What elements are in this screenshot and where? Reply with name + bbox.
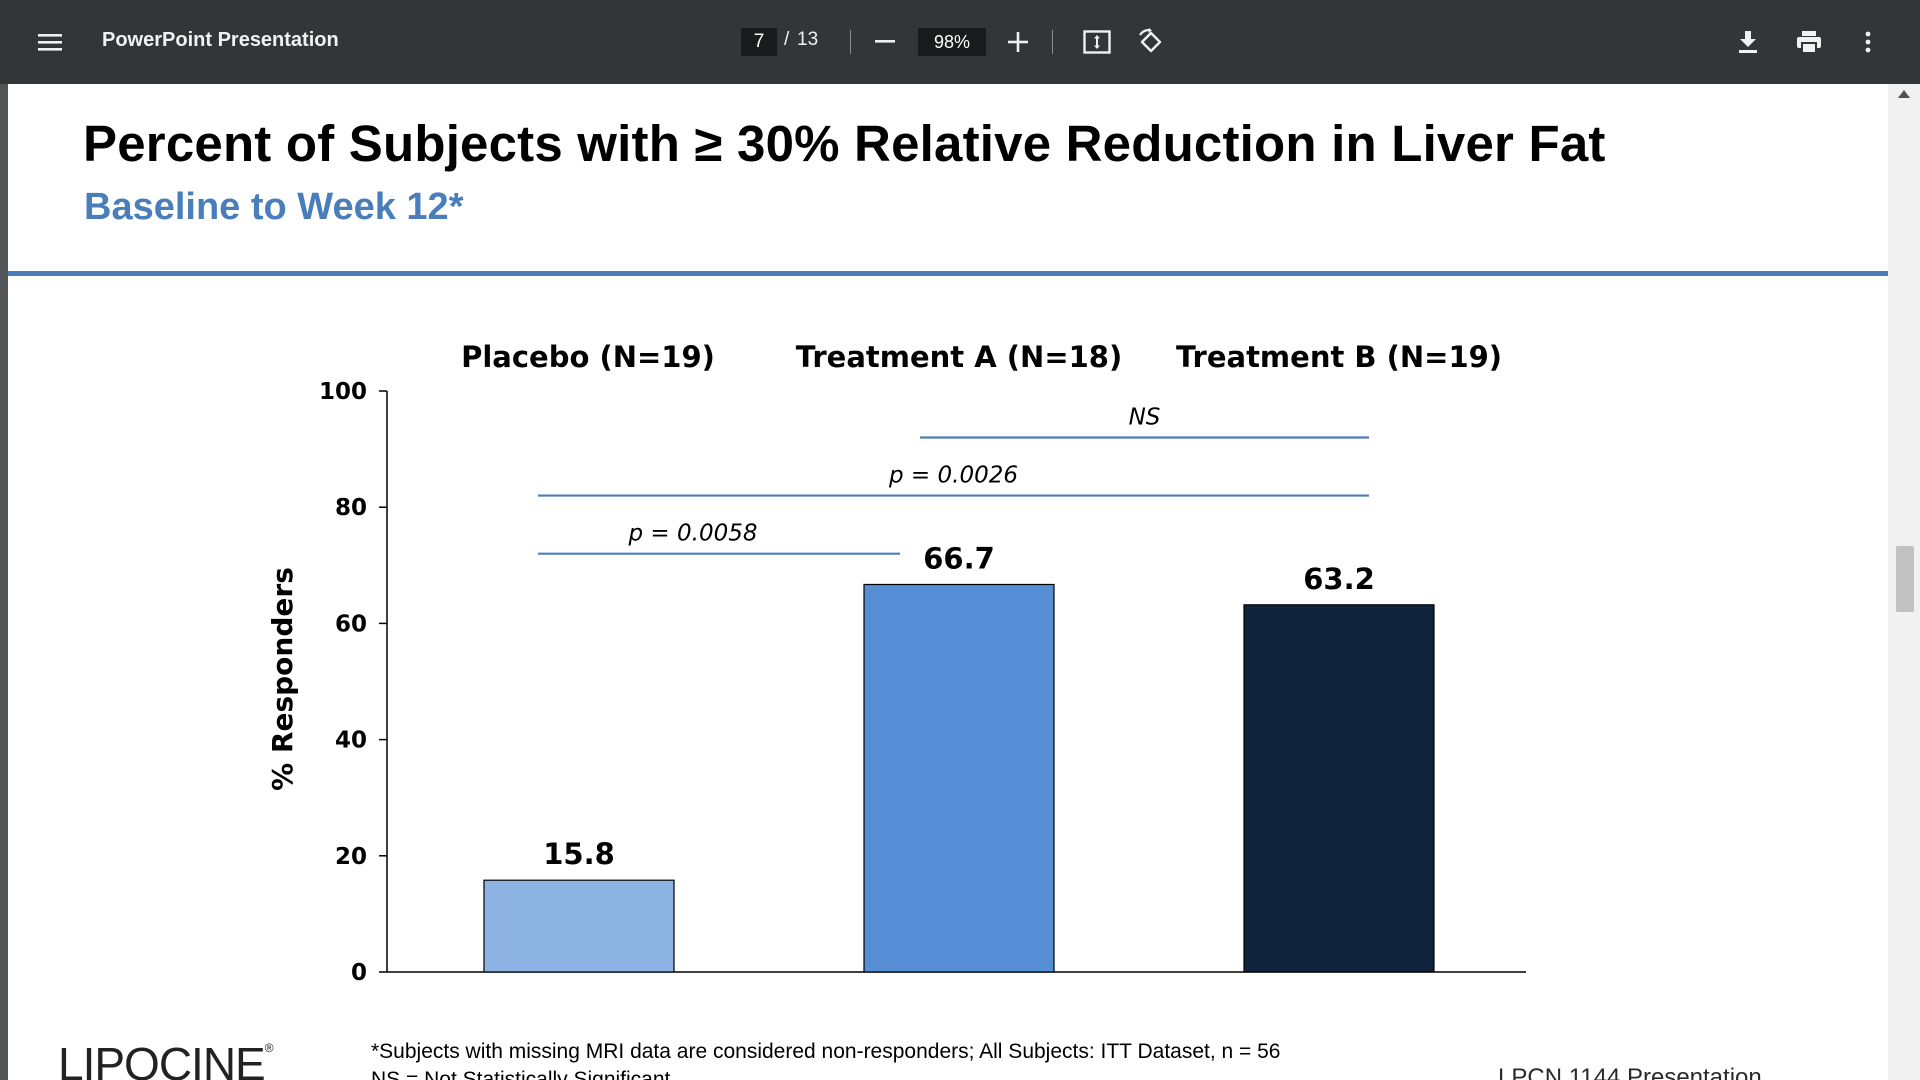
rotate-button[interactable]	[1131, 22, 1171, 62]
fit-page-icon	[1083, 30, 1111, 54]
more-options-button[interactable]	[1848, 22, 1888, 62]
footnote: *Subjects with missing MRI data are cons…	[371, 1040, 1281, 1063]
y-tick-label: 100	[319, 379, 367, 405]
download-icon	[1739, 31, 1757, 53]
y-tick-label: 40	[335, 728, 367, 754]
bar-value-label: 63.2	[1303, 562, 1375, 596]
y-tick-label: 0	[351, 960, 367, 986]
slide-title: Percent of Subjects with ≥ 30% Relative …	[83, 115, 1606, 172]
company-logo: LIPOCINE®	[58, 1037, 274, 1080]
significance-label: NS	[1129, 404, 1161, 430]
download-button[interactable]	[1728, 22, 1768, 62]
zoom-input[interactable]: 98%	[918, 28, 986, 56]
bar-value-label: 66.7	[923, 541, 995, 575]
bar-2	[863, 583, 1055, 973]
menu-button[interactable]	[30, 22, 70, 62]
header-divider	[8, 271, 1888, 276]
document-title: PowerPoint Presentation	[102, 29, 339, 51]
menu-icon	[38, 34, 62, 51]
page-number-input[interactable]: 7	[741, 28, 777, 56]
scroll-thumb[interactable]	[1896, 546, 1914, 612]
category-label: Treatment A (N=18)	[796, 340, 1122, 374]
pdf-viewer: Percent of Subjects with ≥ 30% Relative …	[0, 84, 1920, 1080]
print-button[interactable]	[1789, 22, 1829, 62]
minus-icon	[875, 40, 895, 43]
y-tick-label: 60	[335, 611, 367, 637]
bar-3	[1243, 604, 1435, 973]
bar-value-label: 15.8	[543, 837, 615, 871]
pdf-page: Percent of Subjects with ≥ 30% Relative …	[8, 84, 1888, 1080]
zoom-in-button[interactable]	[998, 22, 1038, 62]
significance-label: p = 0.0026	[888, 463, 1018, 489]
fit-to-page-button[interactable]	[1077, 22, 1117, 62]
footnote-ns: NS = Not Statistically Significant	[371, 1068, 671, 1080]
category-label: Treatment B (N=19)	[1176, 340, 1502, 374]
y-tick-label: 80	[335, 495, 367, 521]
more-vert-icon	[1865, 31, 1871, 53]
bar-chart: 0 20 40 60 80 100 % Responders 15.8 Placebo (N=1…	[266, 340, 1526, 986]
print-icon	[1797, 31, 1821, 54]
footer-label: LPCN 1144 Presentation	[1498, 1064, 1762, 1080]
category-label: Placebo (N=19)	[461, 340, 715, 374]
toolbar-divider	[850, 30, 851, 54]
toolbar-divider	[1052, 30, 1053, 54]
y-axis-title: % Responders	[266, 567, 299, 791]
vertical-scrollbar[interactable]	[1888, 84, 1920, 1080]
y-tick-label: 20	[335, 844, 367, 870]
scroll-up-arrow-icon[interactable]	[1898, 90, 1910, 98]
rotate-icon	[1139, 28, 1162, 53]
slide-subtitle: Baseline to Week 12*	[84, 186, 464, 228]
bar-1	[483, 879, 675, 973]
total-pages: 13	[797, 29, 819, 50]
logo-text: LIPOCINE	[58, 1038, 266, 1080]
page-separator: /	[784, 29, 790, 50]
pdf-toolbar: PowerPoint Presentation 7 / 13 98%	[0, 0, 1920, 84]
zoom-out-button[interactable]	[865, 22, 905, 62]
significance-label: p = 0.0058	[628, 521, 758, 547]
plus-icon	[1008, 32, 1028, 52]
